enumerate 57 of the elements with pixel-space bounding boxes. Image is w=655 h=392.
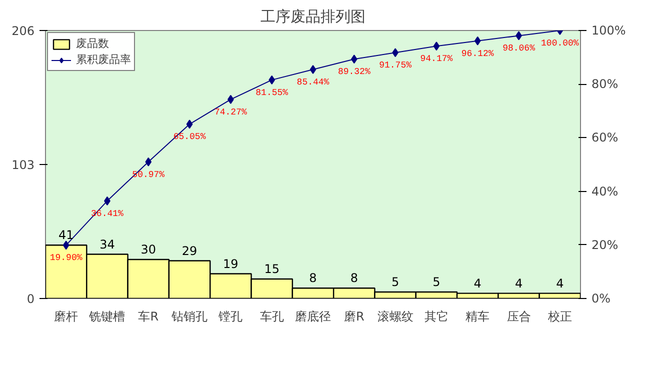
x-tick-label: 滚螺纹 (377, 310, 414, 324)
data-label: 15 (264, 262, 280, 276)
data-label: 19.90% (50, 253, 83, 264)
x-tick-label: 钻销孔 (170, 310, 208, 324)
x-tick-label: 磨杆 (54, 310, 78, 324)
point (433, 42, 440, 51)
x-tick-label: 铣键槽 (88, 310, 126, 324)
y2-tick-label: 0% (592, 292, 611, 306)
data-label: 5 (391, 274, 400, 289)
data-label: 98.06% (502, 44, 536, 54)
y-tick-label: 0 (26, 292, 35, 306)
x-tick-label: 车孔 (260, 310, 284, 324)
point (268, 75, 276, 84)
data-label: 8 (309, 271, 317, 286)
y2-tick-label: 20% (592, 238, 618, 252)
data-label: 91.75% (379, 60, 412, 71)
data-label: 34 (100, 237, 115, 252)
x-tick-label: 其它 (424, 310, 448, 324)
data-label: 29 (182, 244, 198, 258)
data-label: 89.32% (338, 67, 371, 78)
x-tick-label: 车R (138, 310, 159, 324)
x-tick-label: 镗孔 (218, 310, 243, 324)
y-tick-label: 206 (12, 24, 34, 38)
y2-tick-label: 40% (592, 184, 618, 198)
x-tick-label: 磨底径 (295, 310, 331, 324)
point (62, 240, 70, 250)
data-label: 65.05% (173, 132, 206, 142)
x-tick-label: 校正 (546, 310, 572, 324)
data-label: 19 (223, 256, 238, 271)
data-label: 5 (432, 274, 440, 289)
data-label: 4 (556, 276, 564, 290)
y2-tick-label: 100% (592, 24, 626, 38)
point (350, 54, 358, 64)
y-tick-label: 103 (12, 158, 34, 172)
data-label: 94.17% (420, 54, 454, 64)
data-label: 30 (140, 242, 156, 256)
legend-label: 废品数 (76, 36, 109, 51)
data-label: 4 (474, 276, 482, 290)
data-label: 100.00% (541, 38, 580, 48)
data-label: 96.12% (461, 48, 494, 59)
data-label: 81.55% (256, 88, 289, 98)
point (145, 157, 152, 166)
data-label: 85.44% (296, 78, 330, 88)
point (310, 65, 316, 74)
y2-tick-label: 80% (592, 77, 618, 92)
y2-tick-label: 60% (592, 130, 618, 145)
point (186, 120, 193, 129)
x-tick-label: 精车 (466, 310, 490, 324)
data-label: 41 (58, 228, 74, 242)
x-tick-label: 压合 (506, 310, 531, 324)
data-label: 74.27% (214, 107, 248, 118)
chart-title: 工序废品排列图 (260, 8, 366, 26)
data-label: 8 (350, 271, 358, 286)
x-tick-label: 磨R (344, 310, 364, 324)
data-label: 4 (514, 276, 523, 290)
point (474, 36, 481, 46)
legend-label: 累积废品率 (76, 52, 131, 67)
